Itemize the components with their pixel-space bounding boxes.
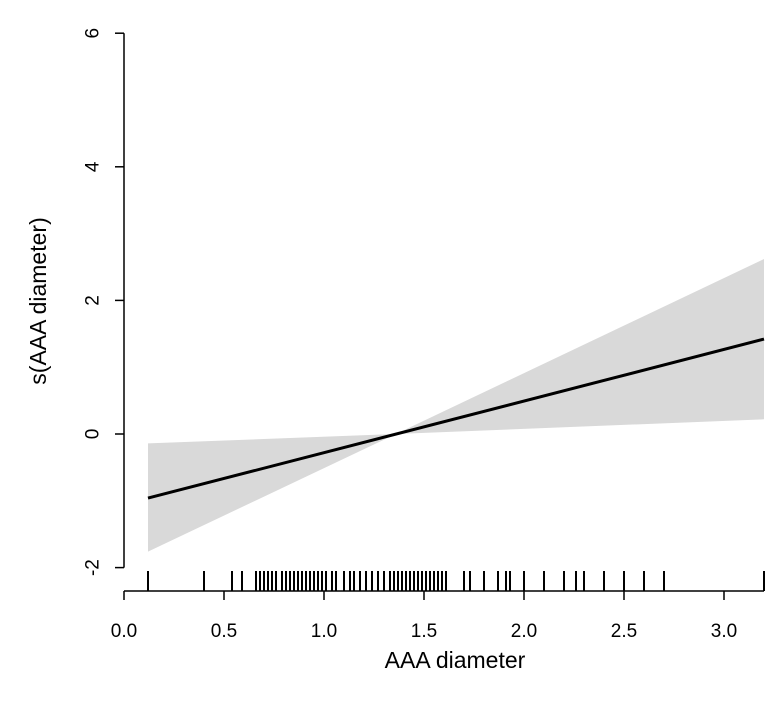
rug-marks [147, 571, 765, 591]
y-tick-label: -2 [83, 559, 104, 576]
x-tick-label: 1.5 [411, 621, 437, 642]
smooth-line [147, 337, 765, 500]
x-tick-label: 3.0 [711, 621, 737, 642]
plot-area [147, 259, 765, 552]
y-axis-title: s(AAA diameter) [25, 217, 51, 384]
confidence-band [148, 259, 764, 552]
y-tick-label: 6 [83, 28, 104, 39]
x-tick-label: 0.0 [111, 621, 137, 642]
y-tick-label: 0 [83, 429, 104, 440]
y-tick-label: 4 [83, 161, 104, 172]
axes: 0.0 0.5 1.0 1.5 2.0 2.5 3.0 -2 0 2 4 6 [83, 28, 764, 642]
y-tick-label: 2 [83, 295, 104, 306]
x-tick-label: 1.0 [311, 621, 337, 642]
x-axis-title: AAA diameter [385, 647, 526, 673]
x-tick-label: 0.5 [211, 621, 237, 642]
x-tick-label: 2.5 [611, 621, 637, 642]
x-tick-label: 2.0 [511, 621, 537, 642]
